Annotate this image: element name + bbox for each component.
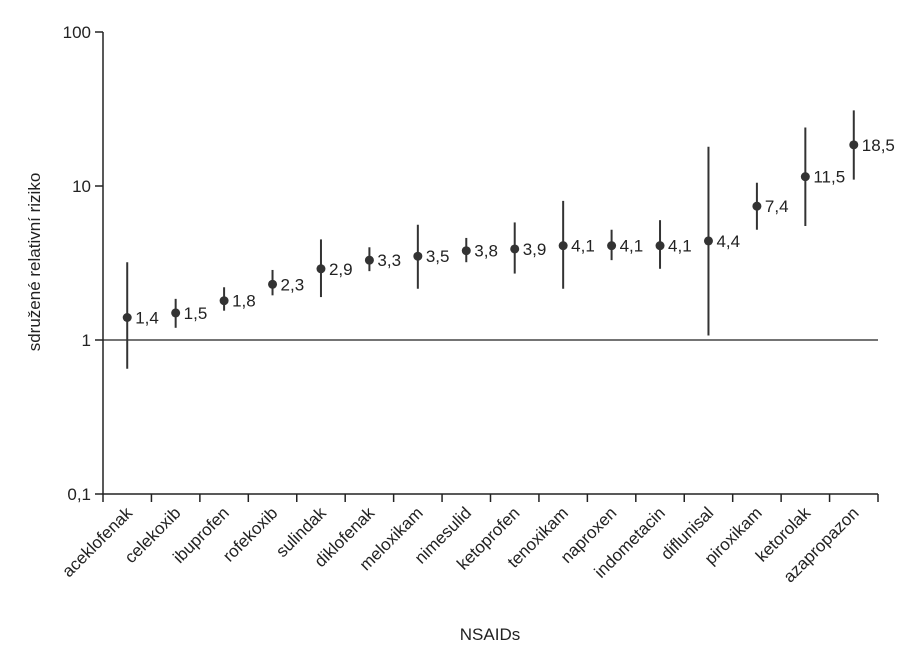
- data-label: 4,1: [668, 237, 692, 256]
- data-label: 18,5: [862, 136, 895, 155]
- y-tick-label: 10: [72, 177, 91, 196]
- data-point: [122, 312, 132, 322]
- data-point: [510, 244, 520, 254]
- y-tick-label: 0,1: [67, 485, 91, 504]
- data-label: 4,1: [620, 237, 644, 256]
- data-point: [219, 296, 229, 306]
- data-point: [171, 308, 181, 318]
- y-tick-label: 1: [82, 331, 91, 350]
- data-label: 3,8: [474, 242, 498, 261]
- data-label: 1,8: [232, 292, 256, 311]
- data-label: 11,5: [813, 168, 845, 187]
- y-axis-title: sdružené relativní riziko: [25, 173, 44, 352]
- data-label: 3,9: [523, 240, 547, 259]
- data-label: 3,5: [426, 247, 450, 266]
- y-tick-label: 100: [63, 23, 91, 42]
- data-label: 2,3: [281, 275, 305, 294]
- data-point: [268, 279, 278, 289]
- data-point: [413, 251, 423, 261]
- data-label: 3,3: [377, 251, 401, 270]
- y-ticks: 100 10 1 0,1: [63, 23, 103, 504]
- data-point: [655, 241, 665, 251]
- x-axis-title: NSAIDs: [460, 625, 520, 644]
- data-point: [558, 241, 568, 251]
- data-label: 4,1: [571, 237, 595, 256]
- data-label: 4,4: [716, 232, 740, 251]
- data-label: 1,4: [135, 308, 159, 327]
- x-category-label: aceklofenak: [58, 503, 136, 581]
- data-label: 7,4: [765, 197, 789, 216]
- data-label: 1,5: [184, 304, 208, 323]
- data-point: [316, 264, 326, 274]
- data-point: [800, 172, 810, 182]
- data-marks: 1,4 1,5 1,8 2,3 2,9 3,3 3,5 3,8 3,9 4,1 4,1 4,1 4,4 7…: [122, 110, 895, 369]
- data-point: [364, 255, 374, 265]
- x-category-labels: aceklofenakcelekoxibibuprofenrofekoxibsu…: [58, 494, 879, 586]
- data-label: 2,9: [329, 260, 353, 279]
- data-point: [703, 236, 713, 246]
- data-point: [849, 140, 859, 150]
- data-point: [607, 241, 617, 251]
- axes: [102, 32, 878, 495]
- data-point: [752, 201, 762, 211]
- data-point: [461, 246, 471, 256]
